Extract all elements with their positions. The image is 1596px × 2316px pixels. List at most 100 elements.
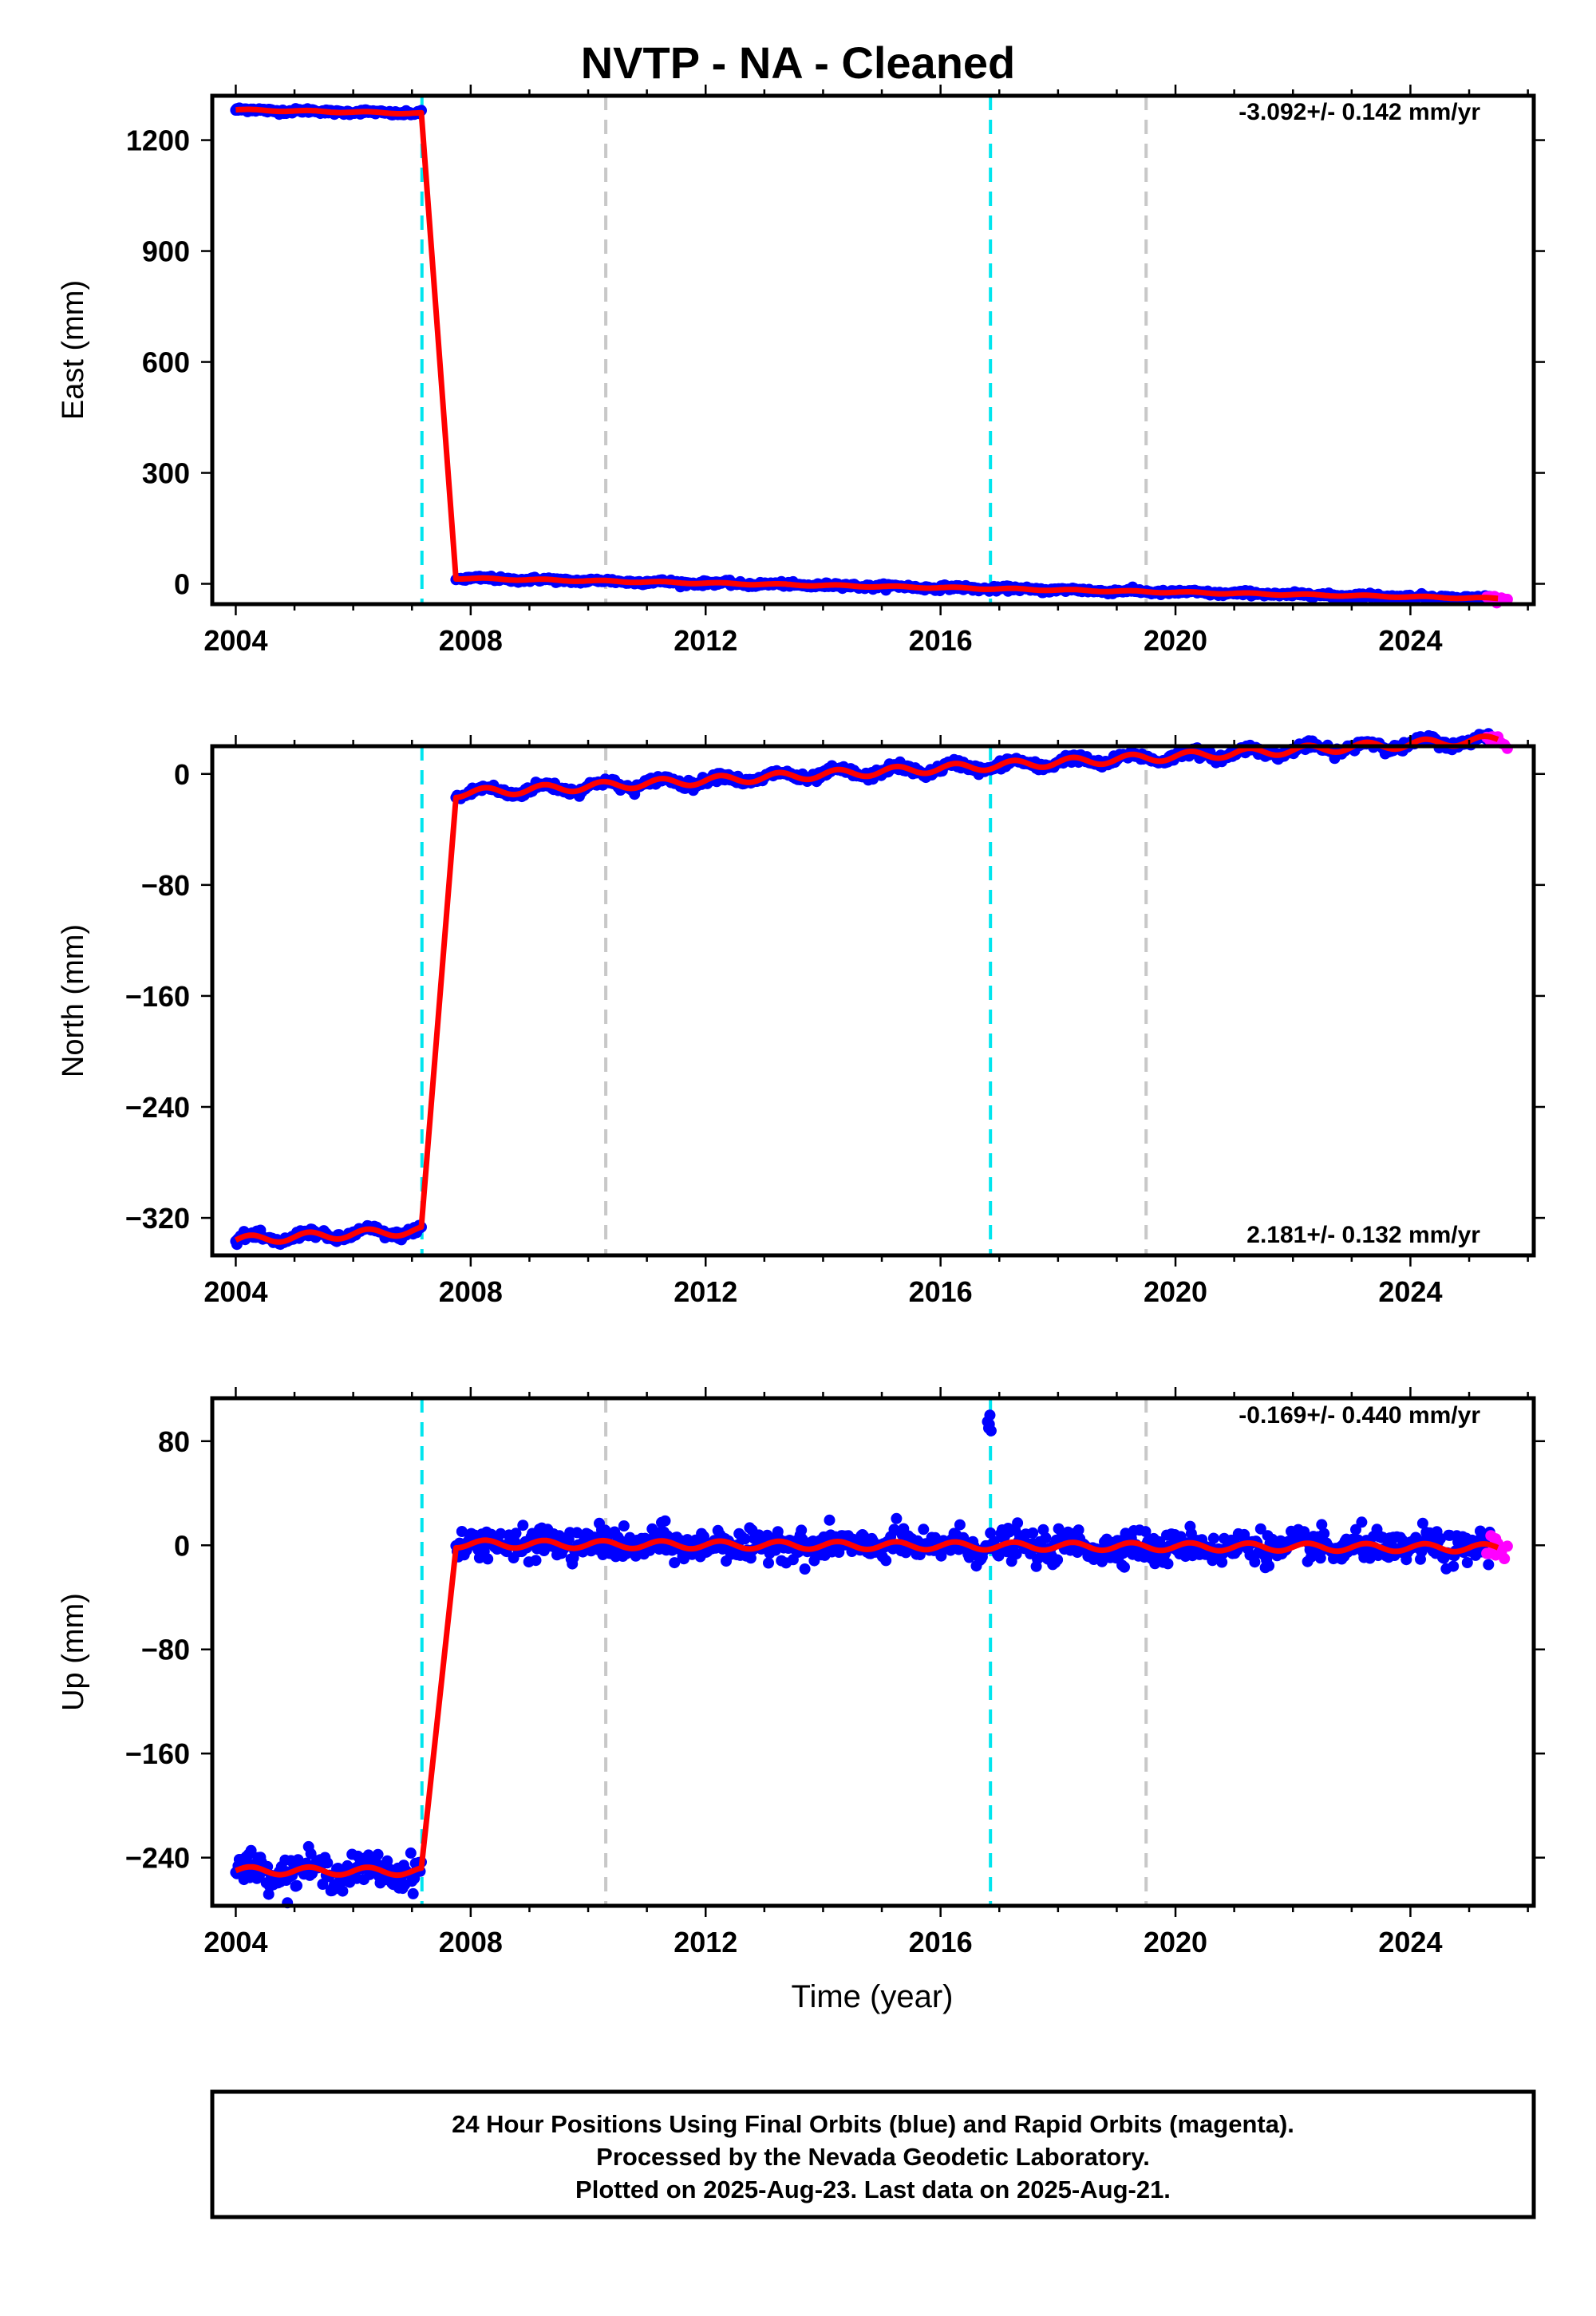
final-orbit-point [891, 1512, 903, 1524]
final-orbit-point [1461, 1557, 1473, 1568]
x-tick-label: 2024 [1378, 1275, 1442, 1308]
x-tick-label: 2020 [1144, 1275, 1207, 1308]
x-tick-label: 2012 [674, 1275, 737, 1308]
y-tick-label: −80 [141, 869, 190, 902]
final-orbit-point [571, 1527, 583, 1539]
final-orbit-point [618, 1520, 630, 1531]
final-orbit-point [530, 1555, 542, 1567]
y-tick-label: 0 [174, 1529, 190, 1562]
footer-frame [210, 2089, 1536, 2219]
final-orbit-point [1119, 1561, 1130, 1573]
final-orbit-point [1052, 1554, 1064, 1566]
final-orbit-point [1356, 1516, 1368, 1528]
north-panel: 2004 2008 2012 2016 2020 2024 −320 −240 −160 −80 0… [57, 728, 1545, 1308]
final-orbit-point [954, 1519, 966, 1531]
x-tick-label: 2004 [203, 1926, 267, 1958]
final-orbit-point [753, 1529, 765, 1541]
final-orbit-point [1216, 1556, 1228, 1568]
final-orbit-point [1249, 1556, 1261, 1568]
final-orbit-point [317, 1879, 329, 1890]
velocity-label: 2.181+/- 0.132 mm/yr [1246, 1222, 1480, 1248]
final-orbit-point [796, 1524, 808, 1536]
velocity-label: -3.092+/- 0.142 mm/yr [1238, 99, 1480, 125]
final-orbit-point [517, 1520, 529, 1531]
outlier-point [983, 1418, 995, 1430]
y-tick-label: 900 [142, 235, 190, 268]
final-orbit-point [880, 1555, 892, 1567]
x-tick-label: 2016 [909, 624, 973, 657]
final-orbit-point [669, 1557, 681, 1569]
x-axis-label: Time (year) [792, 1979, 954, 2014]
final-orbit-point [1162, 1558, 1174, 1570]
final-orbit-point [245, 1844, 257, 1856]
x-tick-label: 2004 [203, 624, 267, 657]
final-orbit-point [456, 1526, 468, 1537]
final-orbit-point [824, 1514, 836, 1526]
x-tick-label: 2016 [909, 1275, 973, 1308]
final-orbit-point [495, 1528, 507, 1539]
final-orbit-point [291, 1879, 302, 1891]
footer-line-3: Plotted on 2025-Aug-23. Last data on 202… [575, 2176, 1171, 2203]
final-orbit-point [739, 1533, 751, 1545]
model-fit-line [234, 106, 1500, 602]
y-tick-label: −160 [125, 980, 190, 1013]
final-orbit-point [659, 1515, 671, 1527]
final-orbit-point [337, 1885, 349, 1897]
x-tick-label: 2020 [1144, 1926, 1207, 1958]
velocity-label: -0.169+/- 0.440 mm/yr [1238, 1402, 1480, 1429]
final-orbit-point [407, 1887, 419, 1899]
model-fit-line [234, 1537, 1500, 1879]
final-orbit-point [1254, 1523, 1266, 1535]
final-orbit-point [1316, 1519, 1328, 1531]
final-orbit-point [1416, 1517, 1428, 1529]
final-orbit-point [1263, 1560, 1275, 1571]
axis-frame [210, 1396, 1536, 1908]
x-tick-label: 2024 [1378, 1926, 1442, 1958]
x-tick-label: 2008 [439, 624, 503, 657]
final-orbit-point [1483, 1559, 1495, 1571]
y-tick-label: −240 [125, 1842, 190, 1875]
rapid-orbit-point [1499, 1553, 1511, 1564]
x-tick-label: 2008 [439, 1275, 503, 1308]
final-orbit-point [1027, 1527, 1039, 1539]
final-orbit-point [1318, 1528, 1330, 1539]
up-panel: 2004 2008 2012 2016 2020 2024 −240 −160 −80 0 80 Up… [57, 1387, 1545, 1958]
x-tick-label: 2008 [439, 1926, 503, 1958]
y-axis-label: East (mm) [57, 280, 90, 420]
footer-box: 24 Hour Positions Using Final Orbits (bl… [210, 2089, 1536, 2219]
axis-frame [210, 93, 1536, 607]
x-tick-label: 2004 [203, 1275, 267, 1308]
x-tick-label: 2012 [674, 1926, 737, 1958]
y-tick-label: 80 [158, 1425, 190, 1458]
final-orbit-point [372, 1848, 384, 1860]
y-tick-label: 0 [174, 568, 190, 601]
outlier-point [984, 1409, 996, 1421]
final-orbit-point [985, 1527, 997, 1539]
final-orbit-point [918, 1524, 930, 1535]
y-tick-label: −80 [141, 1634, 190, 1666]
y-axis-label: Up (mm) [57, 1593, 90, 1711]
final-orbit-point [1012, 1517, 1024, 1529]
final-orbit-point [763, 1557, 774, 1569]
final-orbit-point [1207, 1532, 1219, 1544]
final-orbit-point [1314, 1552, 1326, 1564]
final-orbit-point [1149, 1558, 1161, 1570]
footer-line-1: 24 Hour Positions Using Final Orbits (bl… [452, 2110, 1294, 2138]
final-orbit-point [405, 1847, 417, 1859]
y-tick-label: 1200 [126, 124, 190, 157]
final-orbit-point [482, 1553, 494, 1565]
final-orbit-point [1010, 1548, 1022, 1560]
final-orbit-point [1040, 1532, 1052, 1543]
final-orbit-point [322, 1857, 334, 1869]
y-tick-label: −320 [125, 1202, 190, 1235]
figure-title: NVTP - NA - Cleaned [581, 38, 1016, 88]
final-orbit-point [799, 1563, 811, 1575]
east-panel: 2004 2008 2012 2016 2020 2024 0 300 600 900 1200 Ea… [57, 85, 1545, 657]
final-orbit-point [1073, 1524, 1084, 1536]
x-tick-label: 2016 [909, 1926, 973, 1958]
final-orbit-point [1448, 1560, 1460, 1572]
y-tick-label: 0 [174, 758, 190, 791]
x-tick-label: 2012 [674, 624, 737, 657]
axis-frame [210, 744, 1536, 1258]
